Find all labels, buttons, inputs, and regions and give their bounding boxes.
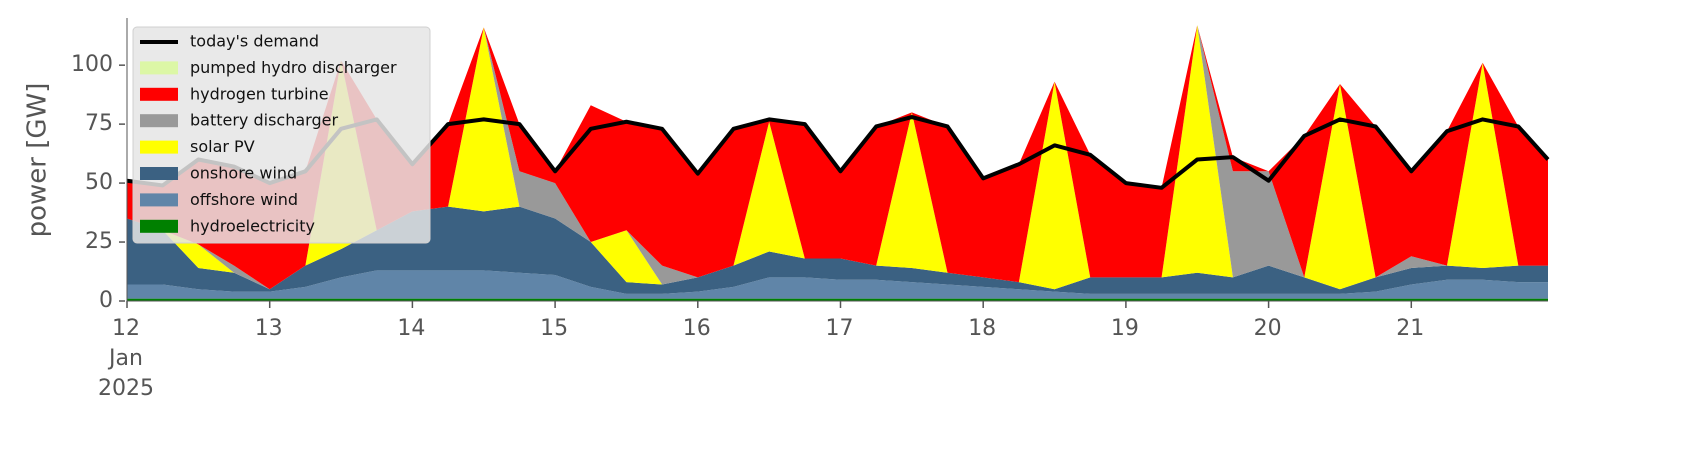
legend-label: hydrogen turbine: [190, 84, 329, 103]
legend-swatch: [140, 140, 178, 154]
x-tick-label: 17: [825, 316, 854, 341]
x-tick-label: 13: [254, 316, 283, 341]
legend-swatch: [140, 167, 178, 180]
area-3: [127, 25, 1548, 290]
area-5: [127, 25, 1548, 290]
y-tick-label: 75: [85, 111, 113, 136]
x-tick-label: 21: [1396, 316, 1425, 341]
x-tick-label: 15: [540, 316, 569, 341]
area-2: [127, 206, 1548, 294]
y-tick-label: 50: [85, 170, 113, 195]
y-axis-label: power [GW]: [23, 83, 53, 238]
y-tick-label: 0: [99, 288, 113, 313]
x-tick-label: 12 Jan 2025: [98, 316, 154, 401]
x-tick-label: 18: [968, 316, 997, 341]
legend-swatch: [140, 193, 178, 207]
legend-label: today's demand: [190, 32, 319, 51]
legend-label: pumped hydro discharger: [190, 58, 397, 77]
x-tick-label: 20: [1253, 316, 1282, 341]
x-tick-label: 19: [1110, 316, 1139, 341]
legend-swatch: [140, 87, 178, 101]
legend-label: onshore wind: [190, 164, 297, 183]
legend-label: solar PV: [190, 137, 255, 156]
legend-label: battery discharger: [190, 111, 338, 130]
area-0: [127, 298, 1548, 301]
legend-swatch: [140, 219, 178, 233]
legend-box: [132, 26, 431, 244]
legend-swatch: [140, 114, 178, 128]
x-tick-label: 16: [682, 316, 711, 341]
area-1: [127, 270, 1548, 299]
legend: today's demand pumped hydro discharger hyd…: [132, 26, 431, 244]
y-tick-label: 100: [71, 52, 113, 77]
y-tick-label: 25: [85, 229, 113, 254]
legend-label: hydroelectricity: [190, 216, 315, 235]
area-4: [127, 25, 1548, 290]
x-tick-label: 14: [397, 316, 426, 341]
legend-swatch: [140, 61, 178, 75]
legend-label: offshore wind: [190, 190, 298, 209]
